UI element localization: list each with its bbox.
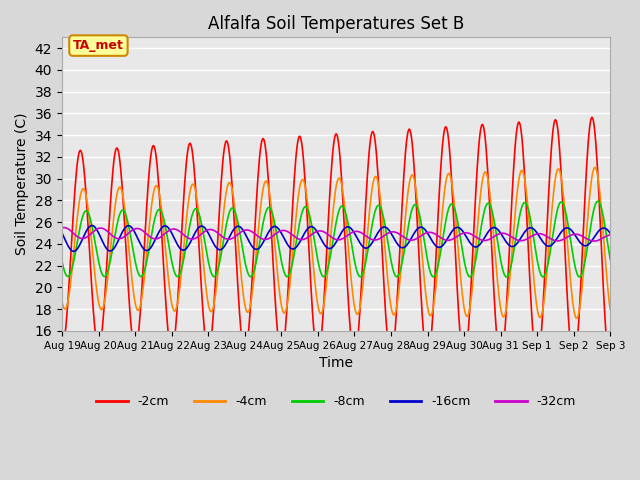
-32cm <box>591 238 598 244</box>
-4cm <box>573 315 580 321</box>
-16cm <box>88 223 95 228</box>
-16cm <box>58 230 66 236</box>
-16cm <box>204 229 211 235</box>
-16cm <box>70 249 77 254</box>
-16cm <box>607 230 614 236</box>
-8cm <box>607 257 614 263</box>
-2cm <box>381 299 388 304</box>
-8cm <box>594 198 602 204</box>
-16cm <box>436 244 444 250</box>
-16cm <box>557 229 565 235</box>
-32cm <box>60 225 68 230</box>
-4cm <box>328 224 335 230</box>
-32cm <box>557 238 564 243</box>
-8cm <box>435 258 443 264</box>
-2cm <box>202 341 210 347</box>
-8cm <box>179 263 186 268</box>
-2cm <box>179 218 186 224</box>
-16cm <box>329 244 337 250</box>
-4cm <box>435 250 443 255</box>
Line: -2cm: -2cm <box>62 117 611 366</box>
-4cm <box>607 307 614 312</box>
-4cm <box>179 260 186 266</box>
-2cm <box>556 152 564 158</box>
Line: -32cm: -32cm <box>62 228 611 241</box>
-8cm <box>381 222 388 228</box>
-8cm <box>576 274 584 280</box>
-8cm <box>58 259 66 264</box>
-4cm <box>58 299 66 305</box>
-32cm <box>203 228 211 233</box>
-32cm <box>328 235 336 240</box>
Line: -16cm: -16cm <box>62 226 611 252</box>
X-axis label: Time: Time <box>319 356 353 370</box>
Legend: -2cm, -4cm, -8cm, -16cm, -32cm: -2cm, -4cm, -8cm, -16cm, -32cm <box>92 390 581 413</box>
Line: -4cm: -4cm <box>62 168 611 318</box>
-4cm <box>556 169 564 175</box>
-4cm <box>591 165 599 170</box>
-8cm <box>328 246 335 252</box>
-8cm <box>202 246 210 252</box>
-32cm <box>436 234 444 240</box>
-4cm <box>381 244 388 250</box>
-4cm <box>202 285 210 291</box>
-16cm <box>180 247 188 253</box>
-32cm <box>607 232 614 238</box>
-16cm <box>383 225 390 230</box>
-2cm <box>588 114 596 120</box>
-32cm <box>179 231 187 237</box>
-8cm <box>556 200 564 205</box>
-2cm <box>607 363 614 369</box>
-2cm <box>58 344 66 350</box>
-32cm <box>382 232 390 238</box>
Text: TA_met: TA_met <box>73 39 124 52</box>
-32cm <box>58 225 66 231</box>
-2cm <box>328 164 335 169</box>
Line: -8cm: -8cm <box>62 201 611 277</box>
Y-axis label: Soil Temperature (C): Soil Temperature (C) <box>15 113 29 255</box>
Title: Alfalfa Soil Temperatures Set B: Alfalfa Soil Temperatures Set B <box>208 15 464 33</box>
-2cm <box>435 196 443 202</box>
